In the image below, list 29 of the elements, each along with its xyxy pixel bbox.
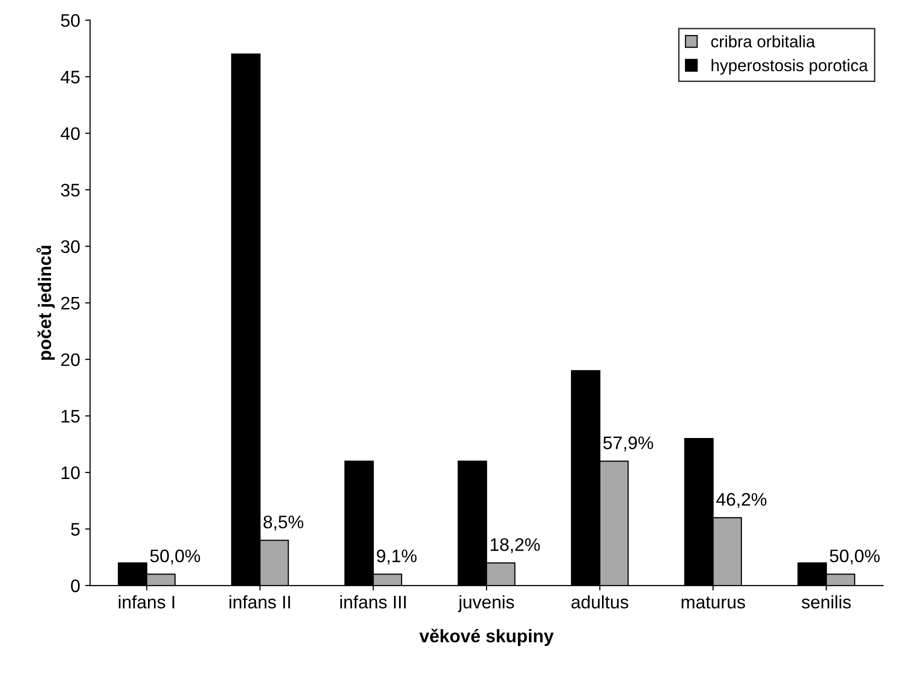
x-tick-label: infans III xyxy=(340,595,406,608)
x-tick-label: adultus xyxy=(571,595,628,608)
y-tick-label: 35 xyxy=(60,184,80,197)
x-axis-title: věkové skupiny xyxy=(419,628,554,646)
annotation: 46,2% xyxy=(716,492,766,508)
y-tick-label: 15 xyxy=(62,410,80,423)
y-tick-label: 40 xyxy=(60,127,80,140)
annotation: 8,5% xyxy=(264,516,304,531)
y-tick-label: 50 xyxy=(61,14,80,27)
y-axis-title: počet jedinců xyxy=(36,246,55,360)
y-tick-label: 45 xyxy=(60,70,80,84)
y-tick-label: 30 xyxy=(60,240,80,254)
y-tick-label: 10 xyxy=(62,466,80,480)
y-tick-label: 20 xyxy=(61,353,80,366)
legend-label: cribra orbitalia xyxy=(711,35,816,48)
y-tick-label: 25 xyxy=(61,296,80,310)
annotation: 50,0% xyxy=(150,550,200,564)
annotation: 57,9% xyxy=(603,436,654,452)
annotation: 9,1% xyxy=(376,550,417,564)
legend-label: hyperostosis porotica xyxy=(712,59,868,75)
x-tick-label: maturus xyxy=(682,596,746,608)
x-tick-label: infans II xyxy=(230,595,290,608)
x-tick-label: senilis xyxy=(802,595,851,608)
y-tick-label: 0 xyxy=(71,579,80,592)
annotation: 18,2% xyxy=(490,538,540,554)
annotation: 50,0% xyxy=(830,550,880,564)
x-tick-label: juvenis xyxy=(458,595,514,612)
x-tick-label: infans I xyxy=(118,595,174,608)
y-tick-label: 5 xyxy=(71,523,80,536)
